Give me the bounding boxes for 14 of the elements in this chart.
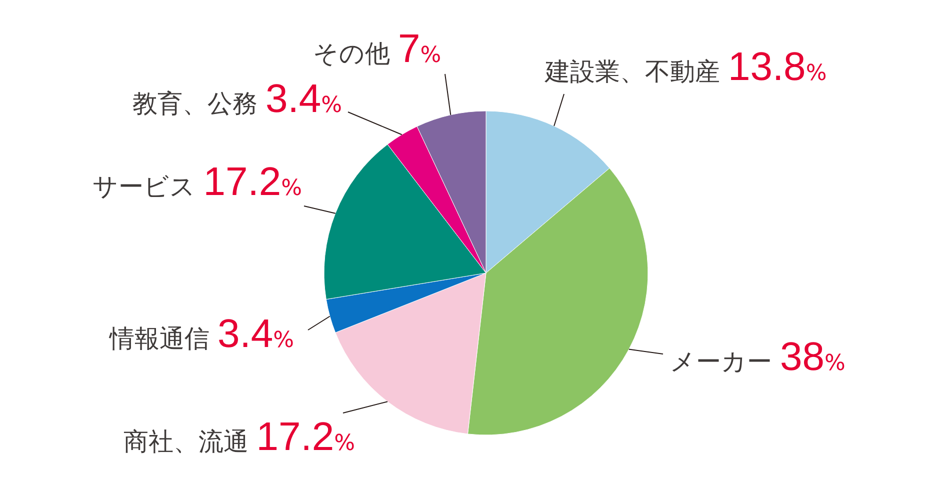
data-label: 3.4% — [265, 77, 342, 121]
slice-label: サービス — [92, 172, 204, 201]
data-label: 13.8% — [728, 45, 827, 89]
slice-label: 情報通信 — [108, 324, 218, 353]
slice-label: 商社、流通 — [123, 427, 256, 456]
slice-label: メーカー — [670, 347, 780, 376]
slice-label: 教育、公務 — [132, 89, 266, 118]
data-label: 7% — [398, 27, 442, 71]
data-label: 38% — [780, 335, 846, 379]
data-label: 17.2% — [256, 415, 355, 459]
data-label: 3.4% — [217, 312, 294, 356]
data-label: 17.2% — [203, 160, 302, 204]
slice-label: 建設業、不動産 — [544, 57, 728, 86]
slice-label: その他 — [313, 39, 398, 68]
